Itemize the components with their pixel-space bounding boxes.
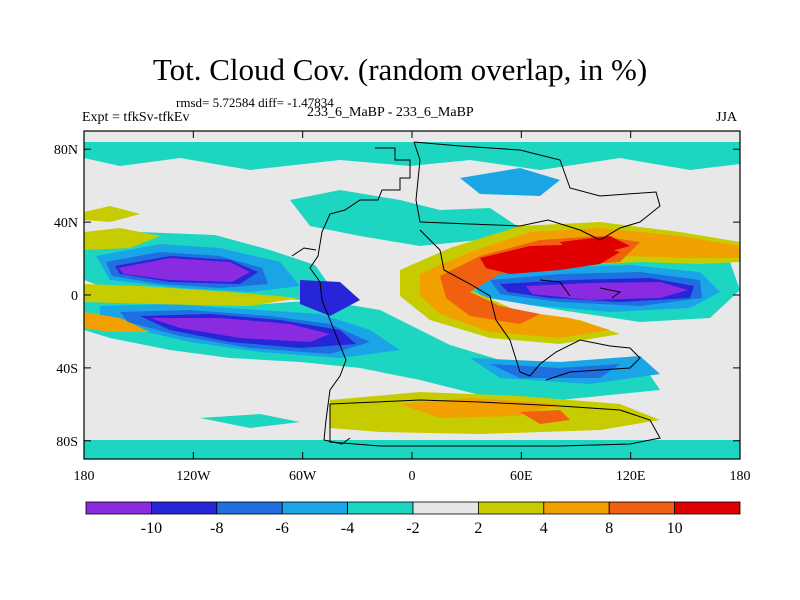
season-label: JJA [716, 110, 738, 125]
southern-ocean-orange [400, 398, 560, 418]
colorbar-swatch-2 [216, 501, 283, 515]
colorbar-label-5: 2 [474, 520, 482, 537]
y-tick-label-3: 40S [56, 362, 78, 377]
colorbar: -10 -8 -6 -4 -2 2 4 8 10 [85, 501, 741, 537]
x-tick-label-4: 60E [510, 469, 533, 484]
southern-ocean-darkorange [520, 410, 570, 424]
y-tick-label-2: 0 [71, 289, 78, 304]
colorbar-label-0: -10 [141, 520, 162, 537]
south-atlantic-blue [490, 364, 620, 378]
y-axis: 80N 40N 0 40S 80S [54, 143, 740, 450]
x-tick-label-2: 60W [289, 469, 317, 484]
north-pacific-yellow-small [84, 206, 140, 222]
y-tick-label-1: 40N [54, 216, 78, 231]
x-axis: 180 120W 60W 0 60E 120E 180 [74, 131, 751, 484]
indian-ocean-purple [526, 282, 688, 300]
colorbar-label-7: 8 [605, 520, 613, 537]
colorbar-label-2: -6 [276, 520, 289, 537]
arctic-cyan-band [84, 142, 740, 170]
tropical-pacific-yellow [84, 284, 300, 306]
x-tick-label-5: 120E [616, 469, 646, 484]
colorbar-swatch-0 [85, 501, 152, 515]
y-tick-label-0: 80N [54, 143, 78, 158]
africa-australia-outline [419, 229, 641, 381]
eurasia-lightblue [460, 168, 560, 196]
x-tick-label-0: 180 [74, 469, 95, 484]
central-america-outline [291, 247, 317, 257]
southern-pacific-cyan [200, 414, 300, 428]
americas-outline [309, 147, 411, 445]
stats-label: rmsd= 5.72584 diff= -1.47834 [176, 95, 334, 110]
eurasia-outline [413, 141, 661, 241]
experiment-label: Expt = tfkSv-tfkEv [82, 110, 190, 125]
colorbar-swatch-6 [477, 501, 545, 515]
colorbar-swatch-7 [543, 501, 610, 515]
north-pacific-purple [118, 258, 250, 282]
north-atlantic-cyan [290, 190, 520, 246]
contour-fields [84, 142, 740, 459]
antarctica-outline [329, 399, 661, 447]
y-tick-label-4: 80S [56, 435, 78, 450]
colorbar-label-4: -2 [406, 520, 419, 537]
colorbar-swatch-1 [150, 501, 218, 515]
colorbar-swatch-9 [674, 501, 741, 515]
colorbar-swatch-3 [281, 501, 349, 515]
x-tick-label-1: 120W [176, 469, 211, 484]
south-polar-cyan-band [84, 440, 740, 459]
south-pacific-purple [150, 318, 330, 342]
x-tick-label-6: 180 [730, 469, 751, 484]
tropical-pacific-orange [84, 312, 150, 332]
continent-outlines [291, 141, 661, 447]
colorbar-swatch-5 [412, 501, 479, 515]
north-pacific-yellow [84, 228, 160, 250]
maritime-continent-outline [539, 279, 622, 299]
period-label: 233_6_MaBP - 233_6_MaBP [307, 105, 474, 120]
south-america-darkblue [300, 280, 360, 316]
x-tick-label-3: 0 [409, 469, 416, 484]
colorbar-swatch-8 [608, 501, 676, 515]
colorbar-label-1: -8 [210, 520, 223, 537]
colorbar-label-8: 10 [667, 520, 683, 537]
arabia-red [560, 236, 630, 254]
colorbar-swatch-4 [347, 501, 414, 515]
colorbar-label-3: -4 [341, 520, 354, 537]
chart-title: Tot. Cloud Cov. (random overlap, in %) [152, 52, 648, 87]
colorbar-label-6: 4 [540, 520, 548, 537]
